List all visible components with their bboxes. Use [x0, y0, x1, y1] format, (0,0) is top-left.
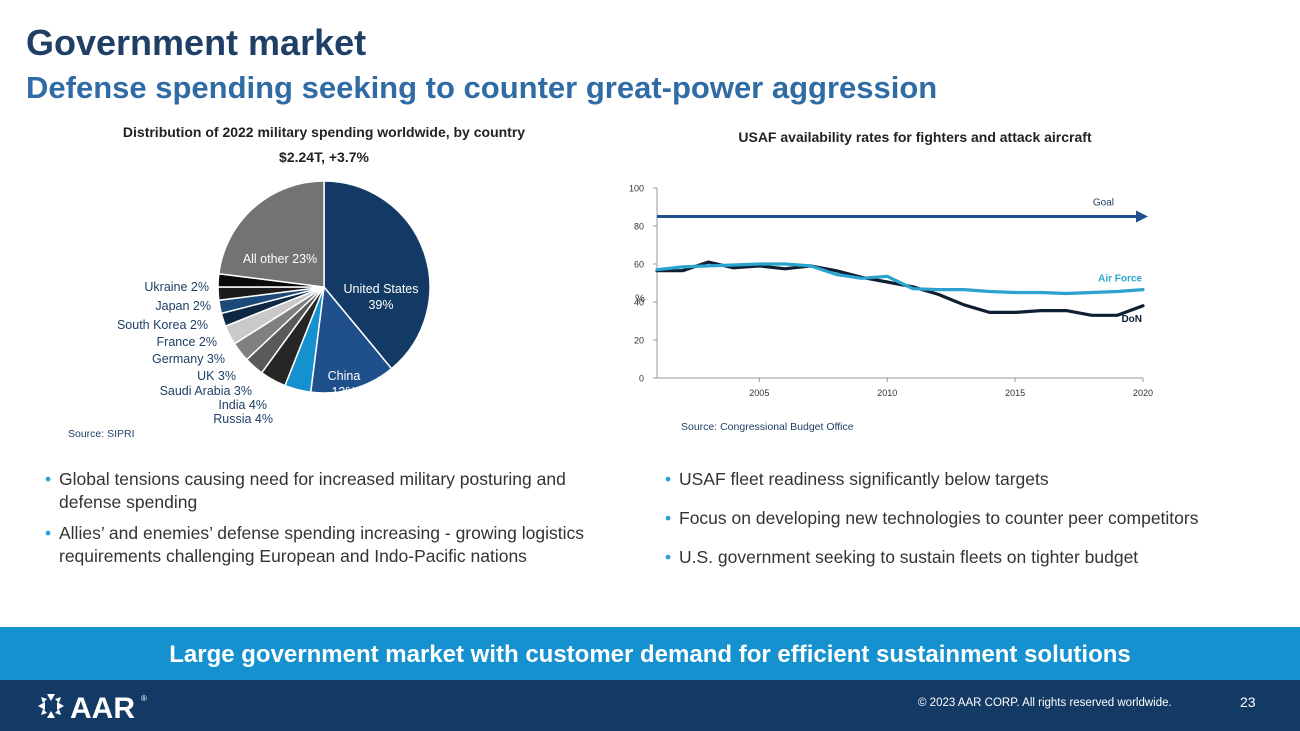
- x-tick-label: 2015: [1005, 388, 1025, 398]
- aar-logo: AAR ®: [38, 692, 147, 725]
- y-tick-label: 100: [629, 184, 644, 194]
- left-bullet-list: • Global tensions causing need for increa…: [45, 468, 625, 576]
- pie-label: Ukraine 2%: [144, 280, 209, 294]
- page-subtitle: Defense spending seeking to counter grea…: [26, 70, 938, 105]
- x-tick-label: 2010: [877, 388, 897, 398]
- series-label-don: DoN: [1121, 314, 1142, 325]
- pie-label: China 13%: [328, 369, 361, 399]
- copyright-text: © 2023 AAR CORP. All rights reserved wor…: [918, 697, 1172, 709]
- pie-label: South Korea 2%: [117, 318, 208, 332]
- y-axis-label: %: [635, 293, 645, 305]
- right-bullet-list: • USAF fleet readiness significantly belo…: [665, 468, 1275, 577]
- y-tick-label: 40: [634, 298, 644, 308]
- pie-label: Saudi Arabia 3%: [160, 384, 252, 398]
- bullet-dot-icon: •: [665, 469, 672, 489]
- bullet-dot-icon: •: [45, 469, 52, 489]
- pie-label: France 2%: [157, 335, 217, 349]
- bullet-item: • Allies’ and enemies’ defense spending i…: [45, 523, 584, 566]
- footer-bar: [0, 680, 1300, 731]
- pie-label: Japan 2%: [155, 299, 211, 313]
- pie-chart-subtitle: $2.24T, +3.7%: [279, 149, 369, 165]
- aar-logo-mark-icon: [38, 694, 64, 718]
- pie-label: Russia 4%: [213, 412, 273, 426]
- bullet-dot-icon: •: [665, 547, 672, 567]
- bullet-item: • Focus on developing new technologies to…: [665, 508, 1199, 528]
- pie-slice-united-states: [323, 180, 431, 370]
- line-source: Source: Congressional Budget Office: [681, 421, 854, 433]
- y-tick-label: 0: [639, 374, 644, 384]
- series-line-don: [655, 260, 1145, 317]
- goal-label: Goal: [1093, 198, 1114, 209]
- series-line-air-force: [655, 262, 1145, 296]
- page-title: Government market: [26, 22, 367, 63]
- bullet-dot-icon: •: [45, 523, 52, 543]
- page-number: 23: [1240, 694, 1256, 710]
- pie-label: United States 39%: [343, 282, 418, 312]
- summary-banner: Large government market with customer de…: [0, 627, 1300, 680]
- pie-slice-all-other: [218, 180, 325, 288]
- series-label-air-force: Air Force: [1098, 274, 1142, 285]
- bullet-dot-icon: •: [665, 508, 672, 528]
- y-tick-label: 80: [634, 222, 644, 232]
- pie-source: Source: SIPRI: [68, 428, 135, 440]
- x-tick-label: 2020: [1133, 388, 1153, 398]
- aar-logo-text: AAR: [70, 692, 135, 725]
- pie-label: India 4%: [218, 398, 267, 412]
- y-tick-label: 20: [634, 336, 644, 346]
- bullet-item: • Global tensions causing need for increa…: [45, 469, 566, 512]
- pie-chart-title: Distribution of 2022 military spending w…: [122, 124, 526, 140]
- x-tick-label: 2005: [749, 388, 769, 398]
- pie-label: Germany 3%: [152, 352, 225, 366]
- pie-chart: United States 39% China 13% Russia 4%India 4…: [117, 180, 431, 426]
- y-tick-label: 60: [634, 260, 644, 270]
- bullet-item: • U.S. government seeking to sustain flee…: [665, 547, 1139, 567]
- pie-label: All other 23%: [243, 252, 317, 266]
- pie-slice-china: [309, 285, 393, 394]
- pie-label: UK 3%: [197, 369, 236, 383]
- trademark-symbol: ®: [141, 694, 147, 703]
- goal-arrow-icon: [1136, 210, 1148, 223]
- line-chart: 0 20 40 60 80 100 2005 2010 2015 2020% Goal Air For…: [629, 184, 1153, 399]
- bullet-item: • USAF fleet readiness significantly belo…: [665, 469, 1049, 489]
- line-chart-title: USAF availability rates for fighters and…: [738, 129, 1092, 145]
